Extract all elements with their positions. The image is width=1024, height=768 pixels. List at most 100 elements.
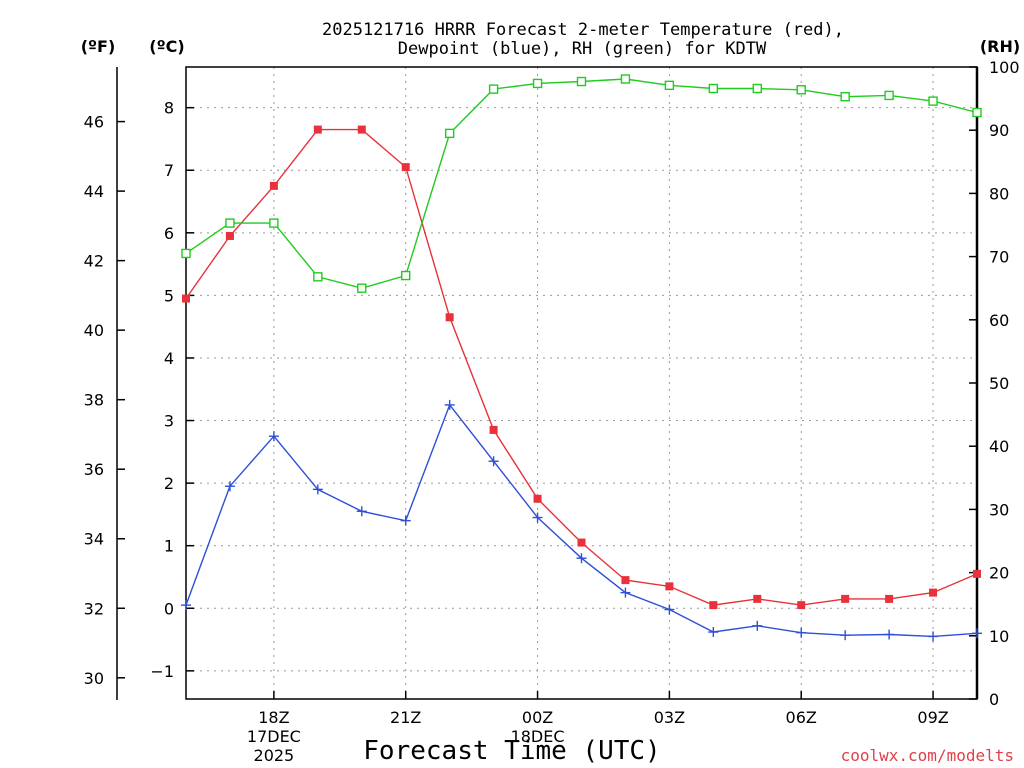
rh-point — [313, 272, 323, 282]
temperature-point — [973, 569, 981, 578]
celsius-tick-label: 0 — [164, 599, 174, 618]
x-tick-label: 21Z — [390, 708, 421, 727]
temperature-point — [401, 163, 410, 172]
x-tick-label: 2025 — [254, 746, 295, 765]
rh-tick-label: 0 — [989, 690, 999, 709]
rh-tick-label: 80 — [989, 184, 1009, 203]
temperature-point — [533, 494, 542, 503]
fahrenheit-tick-label: 44 — [84, 182, 104, 201]
x-tick-label: 03Z — [654, 708, 685, 727]
dewpoint-point — [708, 627, 719, 638]
axes: −101234567830323436384042444601020304050… — [84, 58, 1020, 765]
rh-point — [708, 83, 719, 94]
rh-tick-label: 50 — [989, 374, 1009, 393]
dewpoint-point — [444, 399, 455, 410]
rh-tick-label: 20 — [989, 564, 1009, 583]
temperature-point — [489, 425, 498, 434]
dewpoint-point — [796, 627, 807, 638]
dewpoint-point — [972, 628, 982, 639]
dewpoint-point — [840, 630, 851, 641]
rh-point — [752, 83, 762, 94]
dewpoint-point — [752, 620, 763, 631]
rh-tick-label: 90 — [989, 121, 1009, 140]
fahrenheit-tick-label: 32 — [84, 599, 104, 618]
rh-point — [620, 74, 631, 84]
fahrenheit-tick-label: 36 — [84, 460, 104, 479]
temperature-point — [797, 601, 806, 610]
fahrenheit-tick-label: 38 — [84, 391, 104, 410]
temperature-point — [841, 594, 850, 603]
rh-line — [185, 78, 978, 289]
dewpoint-point — [620, 587, 631, 598]
dewpoint-point — [928, 631, 939, 642]
rh-tick-label: 70 — [989, 248, 1009, 267]
fahrenheit-tick-label: 34 — [84, 530, 104, 549]
grid-lines — [186, 67, 977, 699]
rh-point — [840, 92, 850, 102]
plot-frame — [185, 66, 978, 700]
rh-point — [884, 90, 894, 101]
fahrenheit-tick-label: 40 — [84, 321, 104, 340]
x-axis-title: Forecast Time (UTC) — [363, 736, 660, 766]
rh-point — [972, 107, 982, 118]
dewpoint-point — [312, 484, 323, 495]
x-tick-label: 09Z — [917, 708, 948, 727]
dewpoint-line — [185, 403, 978, 638]
dewpoint-point — [884, 629, 895, 640]
dewpoint-point — [532, 512, 543, 523]
rh-point — [532, 78, 543, 89]
celsius-tick-label: 2 — [164, 474, 174, 493]
fahrenheit-tick-label: 46 — [84, 113, 104, 132]
celsius-tick-label: 3 — [164, 412, 174, 431]
rh-tick-label: 40 — [989, 437, 1009, 456]
temperature-point — [709, 601, 718, 610]
celsius-tick-label: 5 — [164, 286, 174, 305]
dewpoint-point — [224, 481, 235, 492]
temperature-point — [313, 125, 322, 134]
rh-unit-label: (RH) — [980, 37, 1020, 56]
dewpoint-point — [576, 553, 587, 564]
celsius-tick-label: 7 — [164, 161, 174, 180]
rh-point — [357, 283, 367, 293]
celsius-tick-label: 6 — [164, 224, 174, 243]
x-tick-label: 06Z — [786, 708, 817, 727]
fahrenheit-tick-label: 42 — [84, 252, 104, 271]
rh-point — [796, 85, 806, 95]
x-tick-label: 18DEC — [511, 727, 565, 746]
temperature-point — [269, 181, 278, 190]
temperature-point — [357, 125, 366, 134]
temperature-line — [185, 128, 978, 606]
rh-point — [928, 96, 938, 106]
dewpoint-point — [268, 431, 279, 442]
x-tick-label: 18Z — [258, 708, 289, 727]
rh-point — [269, 218, 279, 228]
temperature-point — [885, 594, 894, 603]
rh-tick-label: 10 — [989, 627, 1009, 646]
temperature-point — [929, 588, 938, 597]
dewpoint-point — [664, 604, 675, 615]
rh-tick-label: 30 — [989, 500, 1009, 519]
chart-title-line-1: 2025121716 HRRR Forecast 2-meter Tempera… — [322, 20, 844, 40]
temperature-point — [225, 231, 234, 240]
rh-tick-label: 100 — [989, 58, 1020, 77]
celsius-tick-label: 4 — [164, 349, 174, 368]
rh-tick-label: 60 — [989, 311, 1009, 330]
temperature-point — [182, 294, 190, 303]
fahrenheit-tick-label: 30 — [84, 669, 104, 688]
rh-point — [444, 128, 455, 139]
rh-point — [225, 218, 235, 228]
chart-title-line-2: Dewpoint (blue), RH (green) for KDTW — [398, 39, 767, 59]
dewpoint-point — [181, 600, 191, 611]
dewpoint-point — [356, 506, 367, 517]
celsius-unit-label: (ºC) — [149, 37, 184, 56]
rh-point — [664, 80, 675, 91]
celsius-tick-label: 1 — [164, 537, 174, 556]
rh-point — [181, 248, 191, 259]
rh-point — [576, 76, 587, 87]
x-tick-label: 17DEC — [247, 727, 301, 746]
celsius-tick-label: 8 — [164, 99, 174, 118]
celsius-tick-label: −1 — [150, 662, 174, 681]
source-credit: coolwx.com/modelts — [841, 746, 1014, 765]
rh-point — [401, 270, 411, 281]
